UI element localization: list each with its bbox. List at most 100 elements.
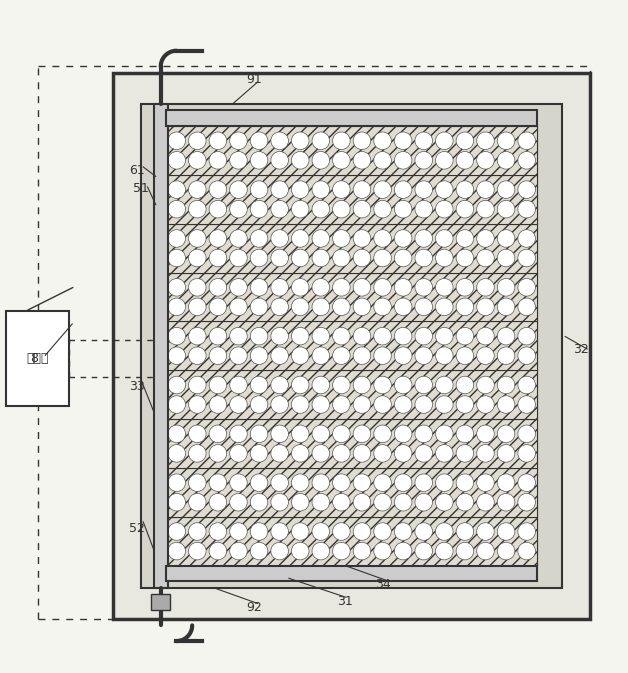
Circle shape	[477, 132, 494, 149]
Circle shape	[518, 151, 536, 169]
Circle shape	[291, 523, 309, 540]
Circle shape	[477, 347, 494, 365]
Circle shape	[374, 474, 391, 491]
Text: 32: 32	[573, 343, 589, 355]
Circle shape	[518, 376, 536, 394]
Text: 91: 91	[246, 73, 263, 85]
Circle shape	[436, 445, 453, 462]
Circle shape	[374, 132, 391, 149]
Circle shape	[436, 298, 453, 316]
Circle shape	[374, 201, 391, 218]
Circle shape	[497, 493, 515, 511]
Circle shape	[168, 201, 185, 218]
Circle shape	[188, 376, 206, 394]
Circle shape	[353, 229, 371, 247]
Circle shape	[291, 249, 309, 267]
Circle shape	[250, 376, 268, 394]
Circle shape	[353, 493, 371, 511]
Circle shape	[497, 279, 515, 296]
Bar	[166, 322, 537, 370]
Circle shape	[168, 425, 185, 443]
Circle shape	[188, 445, 206, 462]
Circle shape	[188, 327, 206, 345]
Circle shape	[456, 181, 474, 199]
Circle shape	[333, 181, 350, 199]
Circle shape	[394, 181, 412, 199]
Circle shape	[394, 249, 412, 267]
Circle shape	[312, 493, 330, 511]
Circle shape	[415, 542, 433, 560]
Circle shape	[436, 347, 453, 365]
Circle shape	[312, 229, 330, 247]
Circle shape	[291, 132, 309, 149]
Circle shape	[374, 347, 391, 365]
Circle shape	[209, 229, 227, 247]
Circle shape	[188, 249, 206, 267]
Circle shape	[353, 298, 371, 316]
Circle shape	[436, 542, 453, 560]
Circle shape	[188, 132, 206, 149]
Circle shape	[394, 523, 412, 540]
Circle shape	[250, 249, 268, 267]
Circle shape	[374, 445, 391, 462]
Circle shape	[271, 181, 288, 199]
Circle shape	[497, 445, 515, 462]
Circle shape	[312, 542, 330, 560]
Circle shape	[394, 298, 412, 316]
Circle shape	[456, 298, 474, 316]
Circle shape	[374, 542, 391, 560]
Circle shape	[497, 201, 515, 218]
Bar	[166, 110, 537, 126]
Circle shape	[477, 279, 494, 296]
Circle shape	[271, 229, 288, 247]
Circle shape	[394, 542, 412, 560]
Circle shape	[394, 201, 412, 218]
Circle shape	[230, 132, 247, 149]
Circle shape	[518, 396, 536, 413]
Circle shape	[518, 132, 536, 149]
Circle shape	[291, 181, 309, 199]
Circle shape	[271, 445, 288, 462]
Circle shape	[209, 347, 227, 365]
Circle shape	[312, 298, 330, 316]
Circle shape	[168, 347, 185, 365]
Circle shape	[271, 298, 288, 316]
Bar	[151, 594, 170, 610]
Bar	[166, 175, 537, 224]
Circle shape	[436, 474, 453, 491]
Circle shape	[415, 298, 433, 316]
Circle shape	[312, 347, 330, 365]
Circle shape	[415, 493, 433, 511]
Circle shape	[230, 201, 247, 218]
Circle shape	[333, 542, 350, 560]
Circle shape	[333, 396, 350, 413]
Circle shape	[188, 151, 206, 169]
Circle shape	[415, 181, 433, 199]
Circle shape	[312, 445, 330, 462]
Circle shape	[230, 523, 247, 540]
Circle shape	[271, 347, 288, 365]
Circle shape	[188, 201, 206, 218]
Circle shape	[477, 425, 494, 443]
Circle shape	[415, 376, 433, 394]
Circle shape	[250, 523, 268, 540]
Circle shape	[374, 151, 391, 169]
Bar	[154, 104, 168, 588]
Circle shape	[291, 151, 309, 169]
Circle shape	[230, 474, 247, 491]
Circle shape	[415, 229, 433, 247]
Circle shape	[291, 201, 309, 218]
Circle shape	[374, 327, 391, 345]
Circle shape	[415, 523, 433, 540]
Circle shape	[394, 376, 412, 394]
Circle shape	[436, 425, 453, 443]
Circle shape	[477, 376, 494, 394]
Circle shape	[353, 132, 371, 149]
Circle shape	[250, 425, 268, 443]
Circle shape	[209, 474, 227, 491]
Circle shape	[230, 425, 247, 443]
Circle shape	[477, 523, 494, 540]
Circle shape	[353, 542, 371, 560]
Circle shape	[250, 298, 268, 316]
Circle shape	[353, 181, 371, 199]
